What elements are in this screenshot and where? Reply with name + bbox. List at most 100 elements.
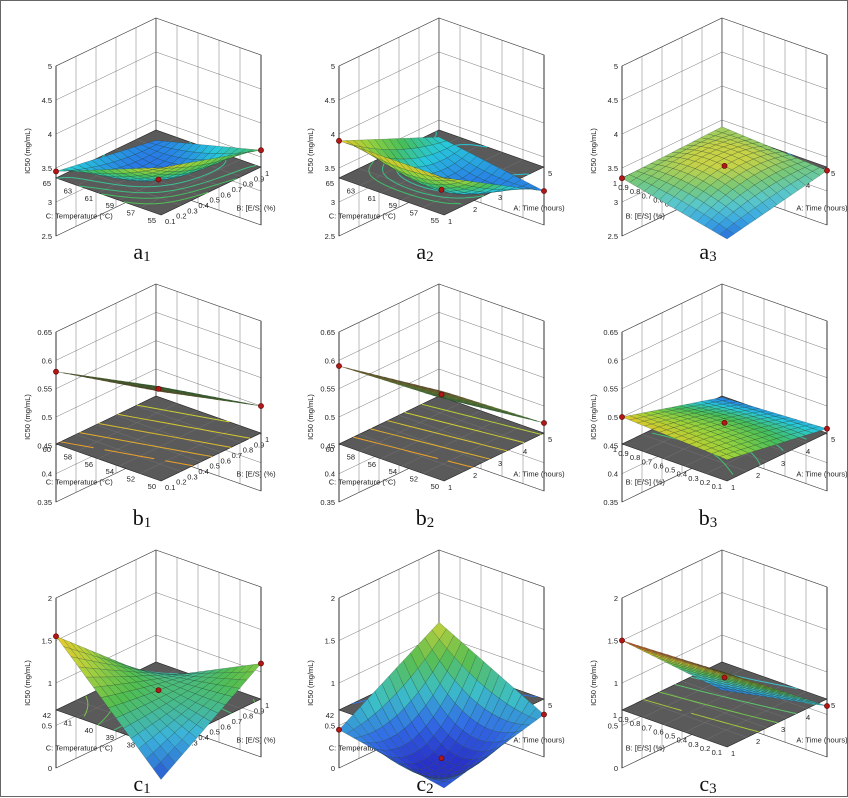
z-axis-label: IC50 (mg/mL)	[306, 394, 315, 440]
panel-label: b2	[284, 505, 566, 532]
z-axis-label: IC50 (mg/mL)	[589, 660, 598, 706]
right-axis-tick-label: 0.9	[254, 174, 264, 183]
left-axis-label: C: Temperature (°C)	[46, 212, 114, 221]
z-tick-label: 1.5	[608, 637, 618, 646]
left-axis-tick-label: 0.8	[630, 187, 640, 196]
z-tick-label: 0.5	[608, 722, 618, 731]
z-tick-label: 0.65	[320, 328, 335, 337]
z-tick-label: 3.5	[608, 164, 618, 173]
z-tick-label: 0.6	[325, 356, 335, 365]
contour-line	[387, 177, 388, 178]
right-axis-tick-label: 0.4	[198, 467, 208, 476]
contour-line	[109, 190, 113, 191]
design-point	[156, 688, 161, 693]
contour-line	[134, 430, 137, 431]
left-axis-tick-label: 1	[613, 711, 617, 720]
z-tick-label: 1	[48, 679, 52, 688]
left-axis-label: C: Temperature (°C)	[329, 212, 397, 221]
left-axis-tick-label: 0.7	[642, 457, 652, 466]
contour-line	[79, 445, 83, 446]
z-tick-label: 0.5	[325, 413, 335, 422]
contour-line	[140, 456, 144, 457]
z-tick-label: 5	[614, 62, 618, 71]
z-tick-label: 0.5	[608, 413, 618, 422]
left-axis-tick-label: 61	[368, 194, 376, 203]
right-axis-tick-label: 0.8	[243, 446, 253, 455]
z-tick-label: 3	[614, 198, 618, 207]
right-axis-tick-label: 0.9	[254, 706, 264, 715]
z-tick-label: 0.6	[42, 356, 52, 365]
contour-line	[126, 192, 133, 193]
right-axis-label: B: [E/S] (%)	[236, 470, 276, 479]
design-point	[258, 661, 263, 666]
design-point	[53, 369, 58, 374]
right-axis-tick-label: 0.7	[232, 185, 242, 194]
left-axis-tick-label: 63	[64, 186, 72, 195]
design-point	[722, 675, 727, 680]
z-tick-label: 0.55	[37, 385, 52, 394]
z-tick-label: 0.55	[603, 385, 618, 394]
left-axis-tick-label: 0.7	[642, 723, 652, 732]
z-tick-label: 3.5	[325, 164, 335, 173]
contour-line	[383, 172, 384, 173]
right-axis-tick-label: 3	[498, 193, 502, 202]
contour-line	[175, 190, 178, 191]
right-axis-label: A: Time (hours)	[796, 736, 848, 745]
z-tick-label: 5	[331, 62, 335, 71]
left-axis-tick-label: 61	[85, 194, 93, 203]
design-point	[619, 414, 624, 419]
z-tick-label: 3.5	[42, 164, 52, 173]
design-point	[824, 703, 829, 708]
z-tick-label: 4.5	[42, 96, 52, 105]
right-axis-tick-label: 4	[806, 447, 810, 456]
right-axis-tick-label: 2	[473, 205, 477, 214]
right-axis-tick-label: 1	[265, 435, 269, 444]
right-axis-tick-label: 0.8	[243, 712, 253, 721]
design-point	[541, 420, 546, 425]
left-axis-tick-label: 0.6	[653, 727, 663, 736]
z-tick-label: 0.5	[42, 722, 52, 731]
right-axis-tick-label: 5	[548, 435, 552, 444]
right-axis-tick-label: 5	[831, 169, 835, 178]
contour-line	[178, 425, 181, 426]
contour-line	[84, 187, 90, 188]
z-tick-label: 4.5	[325, 96, 335, 105]
left-axis-tick-label: 0.5	[665, 732, 675, 741]
z-tick-label: 0.4	[608, 470, 618, 479]
right-axis-label: A: Time (hours)	[513, 204, 565, 213]
left-axis-tick-label: 54	[106, 467, 114, 476]
right-axis-tick-label: 5	[831, 701, 835, 710]
contour-line	[373, 161, 374, 162]
contour-line	[195, 441, 198, 442]
left-axis-tick-label: 52	[127, 475, 135, 484]
z-axis-label: IC50 (mg/mL)	[306, 128, 315, 174]
left-axis-tick-label: 60	[326, 445, 334, 454]
right-axis-tick-label: 0.7	[232, 717, 242, 726]
contour-line	[87, 707, 88, 709]
right-axis-tick-label: 0.6	[221, 190, 231, 199]
left-axis-tick-label: 0.1	[712, 482, 722, 491]
contour-line	[113, 184, 118, 185]
left-axis-tick-label: 41	[64, 718, 72, 727]
left-axis-tick-label: 54	[389, 467, 397, 476]
left-axis-tick-label: 52	[410, 475, 418, 484]
design-point	[258, 403, 263, 408]
contour-line	[176, 463, 180, 464]
design-point	[439, 756, 444, 761]
right-axis-tick-label: 3	[781, 725, 785, 734]
left-axis-tick-label: 50	[431, 482, 439, 491]
right-axis-label: A: Time (hours)	[796, 204, 848, 213]
right-axis-label: A: Time (hours)	[513, 736, 565, 745]
right-axis-tick-label: 1	[448, 217, 452, 226]
right-axis-tick-label: 5	[831, 435, 835, 444]
